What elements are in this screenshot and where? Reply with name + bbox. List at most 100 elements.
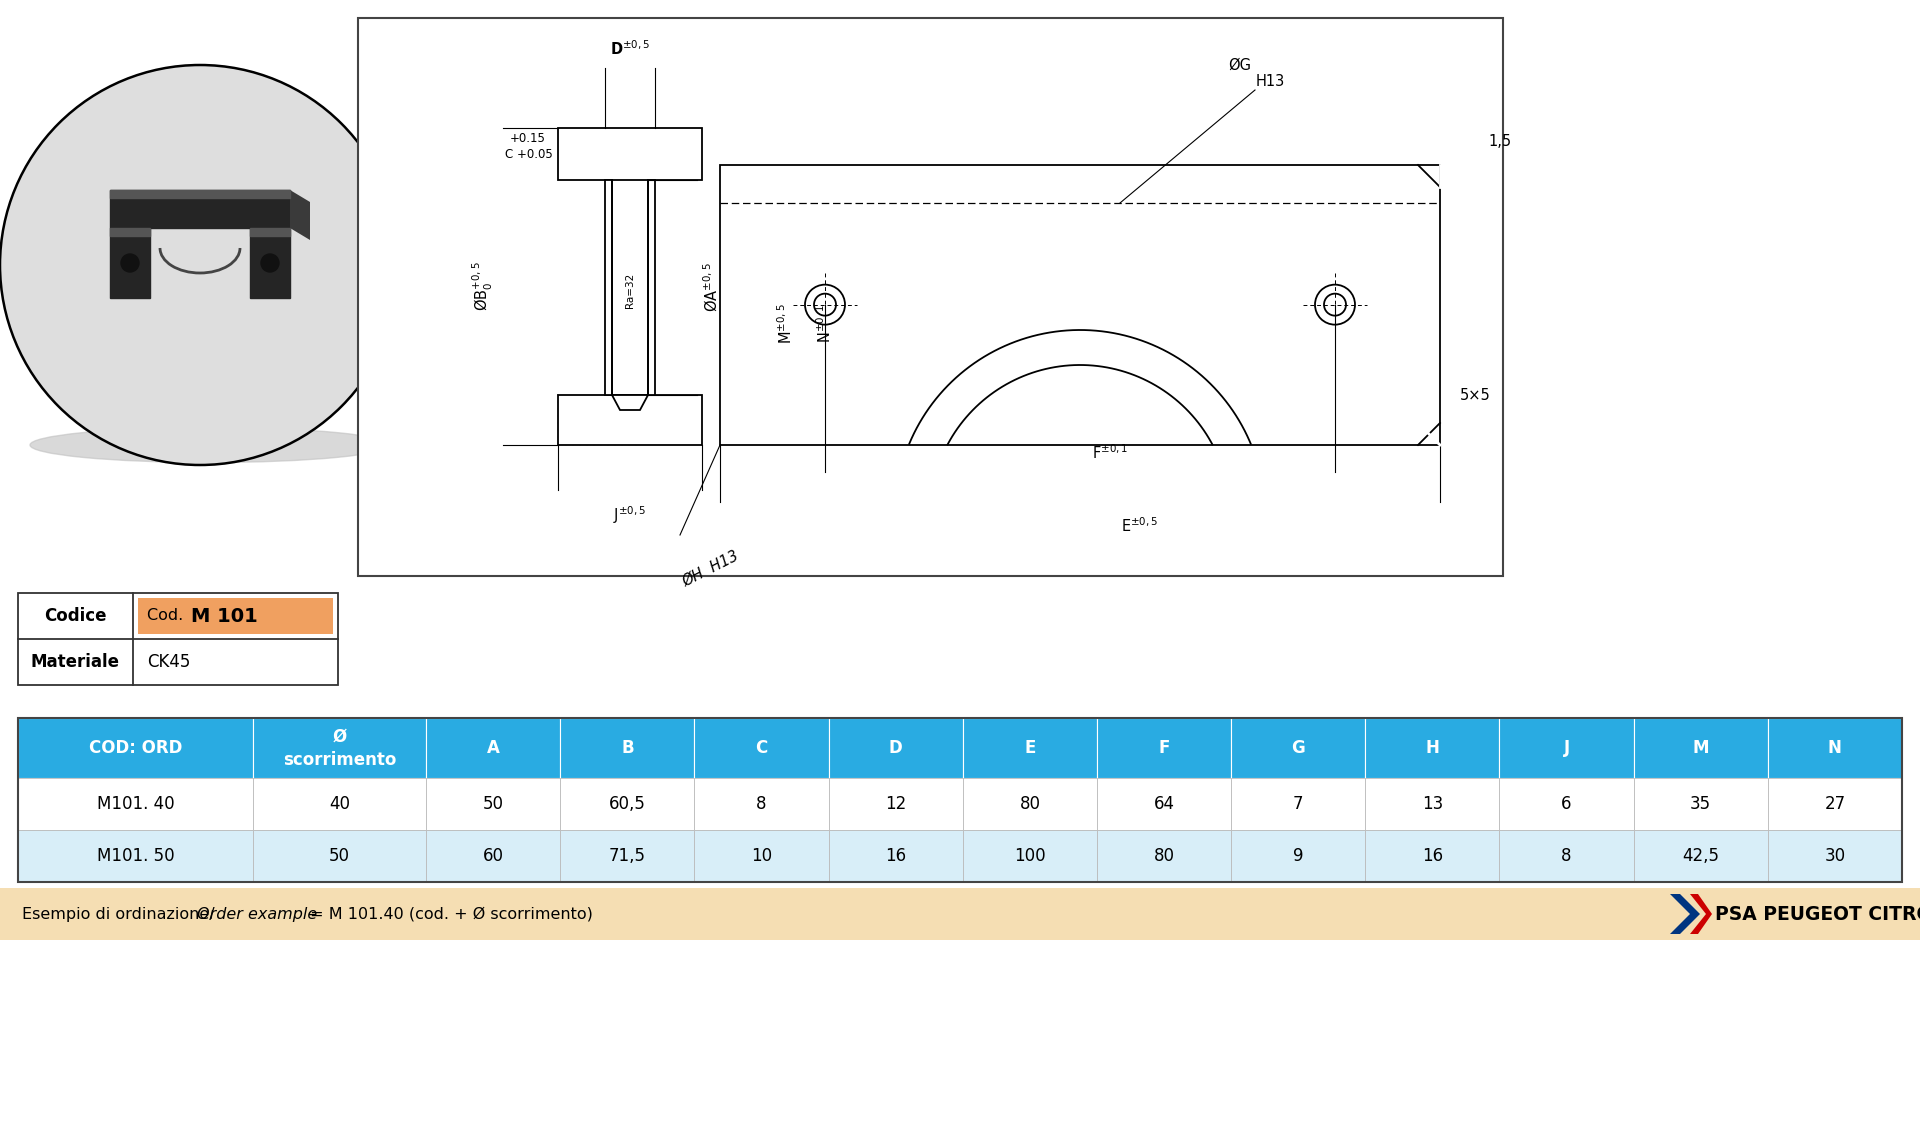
Text: H13: H13 xyxy=(1256,74,1284,89)
Bar xyxy=(561,778,695,830)
Bar xyxy=(829,718,962,778)
Polygon shape xyxy=(1670,894,1699,934)
Text: 80: 80 xyxy=(1020,796,1041,813)
Text: D$^{\pm 0,5}$: D$^{\pm 0,5}$ xyxy=(611,39,651,58)
Bar xyxy=(17,778,253,830)
Bar xyxy=(109,227,150,235)
Text: M101. 50: M101. 50 xyxy=(96,847,175,865)
Bar xyxy=(253,718,426,778)
Text: ØA$^{\pm 0,5}$: ØA$^{\pm 0,5}$ xyxy=(703,263,720,312)
Bar xyxy=(109,190,290,198)
Text: 60,5: 60,5 xyxy=(609,796,645,813)
Bar xyxy=(1500,718,1634,778)
Polygon shape xyxy=(559,395,703,445)
Polygon shape xyxy=(612,395,649,410)
Text: Ra=32: Ra=32 xyxy=(626,272,636,307)
Bar xyxy=(962,830,1096,882)
Bar xyxy=(1634,718,1768,778)
Bar xyxy=(695,778,829,830)
Bar xyxy=(1231,830,1365,882)
Text: M 101: M 101 xyxy=(190,607,257,625)
Bar xyxy=(250,227,290,298)
Text: F: F xyxy=(1158,740,1169,757)
Bar xyxy=(1096,778,1231,830)
Text: M101. 40: M101. 40 xyxy=(96,796,175,813)
Text: 27: 27 xyxy=(1824,796,1845,813)
Bar xyxy=(561,718,695,778)
Bar xyxy=(1768,778,1903,830)
Text: 35: 35 xyxy=(1690,796,1711,813)
Text: 64: 64 xyxy=(1154,796,1175,813)
Bar xyxy=(1500,830,1634,882)
Text: G: G xyxy=(1292,740,1306,757)
Text: 16: 16 xyxy=(885,847,906,865)
Text: N: N xyxy=(1828,740,1841,757)
Bar xyxy=(829,830,962,882)
Polygon shape xyxy=(1690,894,1713,934)
Bar xyxy=(1365,830,1500,882)
Bar xyxy=(0,888,1920,940)
Bar xyxy=(109,227,150,298)
Text: ØB$^{+0,5}_{0}$: ØB$^{+0,5}_{0}$ xyxy=(470,262,495,311)
Text: 50: 50 xyxy=(328,847,349,865)
Text: 10: 10 xyxy=(751,847,772,865)
Text: Codice: Codice xyxy=(44,607,108,625)
Bar xyxy=(1231,718,1365,778)
Bar xyxy=(1365,778,1500,830)
Text: Order example: Order example xyxy=(198,906,317,921)
Circle shape xyxy=(121,254,138,272)
Text: 71,5: 71,5 xyxy=(609,847,645,865)
Bar xyxy=(695,718,829,778)
Bar xyxy=(1096,718,1231,778)
Text: A: A xyxy=(488,740,499,757)
Bar xyxy=(1634,778,1768,830)
Bar xyxy=(962,778,1096,830)
Text: H: H xyxy=(1425,740,1440,757)
Bar xyxy=(253,778,426,830)
Text: 1,5: 1,5 xyxy=(1488,134,1511,149)
Bar xyxy=(426,778,561,830)
Text: 13: 13 xyxy=(1423,796,1444,813)
Bar xyxy=(1768,830,1903,882)
Text: C +0.05: C +0.05 xyxy=(505,147,553,161)
Bar xyxy=(1768,718,1903,778)
Bar xyxy=(561,830,695,882)
Bar xyxy=(1096,830,1231,882)
Bar xyxy=(720,165,1440,445)
Text: 8: 8 xyxy=(1561,847,1572,865)
Text: = M 101.40 (cod. + Ø scorrimento): = M 101.40 (cod. + Ø scorrimento) xyxy=(305,906,593,921)
Text: 6: 6 xyxy=(1561,796,1572,813)
Text: CK45: CK45 xyxy=(148,653,190,671)
Text: ØH  H13: ØH H13 xyxy=(680,547,741,589)
Bar xyxy=(829,778,962,830)
Circle shape xyxy=(1315,285,1356,325)
Bar xyxy=(1634,830,1768,882)
Polygon shape xyxy=(605,179,612,395)
Text: COD: ORD: COD: ORD xyxy=(88,740,182,757)
Bar xyxy=(138,598,332,634)
Ellipse shape xyxy=(31,427,390,463)
Bar xyxy=(109,190,290,227)
Text: 12: 12 xyxy=(885,796,906,813)
Text: Ø
scorrimento: Ø scorrimento xyxy=(282,727,396,769)
Text: 8: 8 xyxy=(756,796,766,813)
Text: 100: 100 xyxy=(1014,847,1046,865)
Circle shape xyxy=(814,294,835,315)
Bar xyxy=(1365,718,1500,778)
Bar xyxy=(1500,778,1634,830)
Bar xyxy=(962,718,1096,778)
Text: +0.15: +0.15 xyxy=(511,131,545,145)
Text: ØG: ØG xyxy=(1229,57,1252,72)
Bar xyxy=(1231,778,1365,830)
Text: J$^{\pm 0,5}$: J$^{\pm 0,5}$ xyxy=(612,504,647,526)
Text: B: B xyxy=(620,740,634,757)
Text: 60: 60 xyxy=(482,847,503,865)
Bar xyxy=(253,830,426,882)
Bar xyxy=(695,830,829,882)
Circle shape xyxy=(261,254,278,272)
Text: N$^{\pm 0,1}$: N$^{\pm 0,1}$ xyxy=(814,304,833,343)
Bar xyxy=(250,227,290,235)
Bar xyxy=(17,830,253,882)
Text: 9: 9 xyxy=(1292,847,1304,865)
Circle shape xyxy=(1325,294,1346,315)
